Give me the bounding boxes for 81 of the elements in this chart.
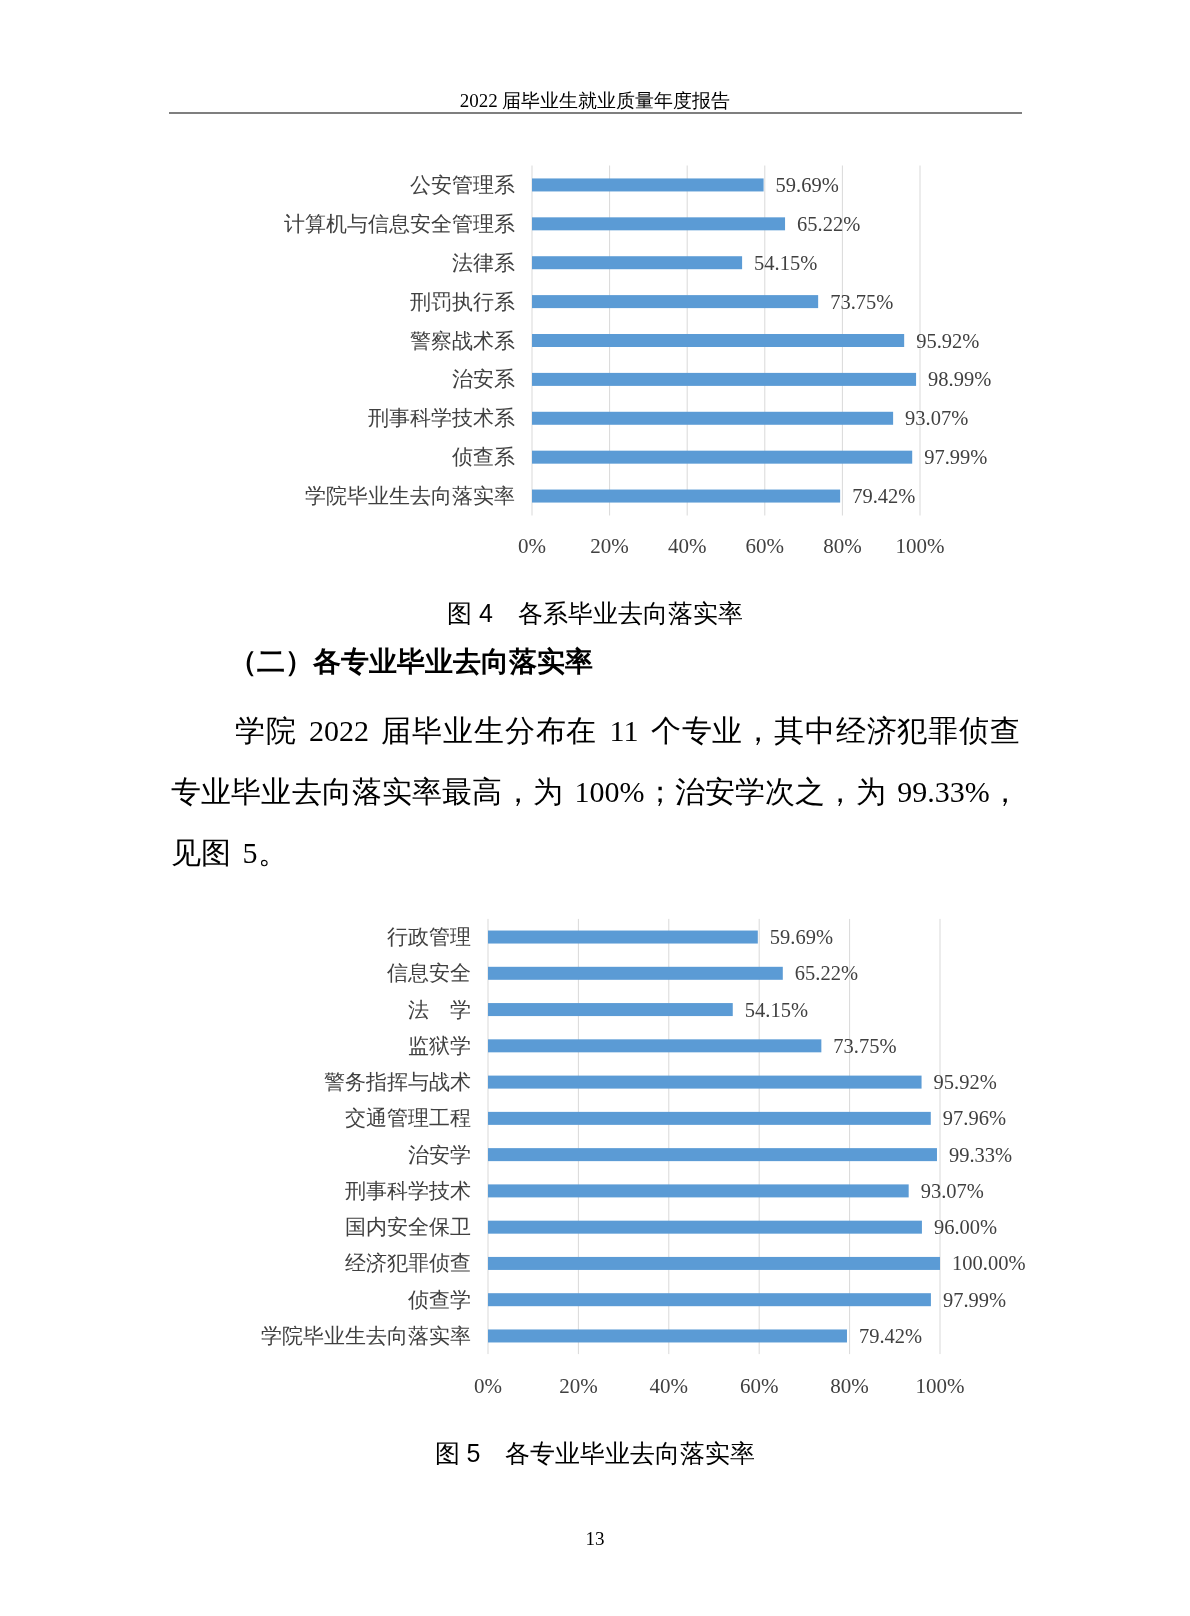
data-label: 54.15% xyxy=(754,251,818,274)
x-tick-label: 80% xyxy=(823,534,862,558)
y-tick-label: 法 学 xyxy=(408,997,471,1022)
bar xyxy=(488,1293,931,1307)
bar xyxy=(488,1148,937,1162)
bar xyxy=(532,217,786,231)
bar xyxy=(488,1075,922,1089)
y-tick-label: 学院毕业生去向落实率 xyxy=(305,484,515,509)
bar xyxy=(532,334,905,347)
bar xyxy=(532,178,764,192)
y-tick-label: 刑罚执行系 xyxy=(410,289,515,314)
y-tick-label: 刑事科学技术 xyxy=(345,1178,471,1203)
bar xyxy=(488,1329,847,1343)
y-tick-label: 国内安全保卫 xyxy=(345,1215,471,1240)
bar xyxy=(532,411,894,425)
bar xyxy=(488,1220,922,1234)
y-tick-label: 刑事科学技术系 xyxy=(368,406,515,431)
y-tick-label: 警务指挥与战术 xyxy=(324,1070,471,1095)
bar xyxy=(488,1256,940,1270)
y-tick-label: 信息安全 xyxy=(387,961,471,986)
bar xyxy=(488,1111,931,1125)
data-label: 73.75% xyxy=(830,290,894,313)
bar xyxy=(532,295,819,309)
y-tick-label: 学院毕业生去向落实率 xyxy=(261,1323,471,1348)
text: 13 xyxy=(585,1527,605,1549)
y-tick-label: 治安系 xyxy=(452,367,515,392)
x-tick-label: 20% xyxy=(559,1374,598,1398)
text: 2022 届毕业生就业质量年度报告 xyxy=(459,89,731,111)
data-label: 79.42% xyxy=(858,1324,923,1347)
data-label: 93.07% xyxy=(905,407,969,430)
bar xyxy=(532,256,743,270)
data-label: 65.22% xyxy=(794,962,858,985)
x-tick-label: 80% xyxy=(830,1374,869,1398)
y-tick-label: 监狱学 xyxy=(408,1033,471,1058)
text: （二）各专业毕业去向落实率 xyxy=(229,645,593,679)
y-tick-label: 侦查系 xyxy=(451,445,515,470)
bar xyxy=(532,372,917,386)
data-label: 93.07% xyxy=(920,1179,984,1202)
data-label: 59.69% xyxy=(775,173,839,196)
data-label: 99.33% xyxy=(948,1143,1013,1166)
data-label: 54.15% xyxy=(744,998,808,1021)
x-tick-label: 0% xyxy=(474,1374,502,1398)
data-label: 97.99% xyxy=(924,446,988,469)
x-tick-label: 40% xyxy=(667,534,707,558)
y-tick-label: 侦查学 xyxy=(407,1287,471,1312)
x-tick-label: 60% xyxy=(739,1374,779,1398)
data-label: 95.92% xyxy=(933,1071,997,1094)
data-label: 96.00% xyxy=(933,1216,998,1239)
x-tick-label: 20% xyxy=(590,534,629,558)
y-tick-label: 行政管理 xyxy=(387,925,471,950)
data-label: 98.99% xyxy=(928,368,992,391)
y-tick-label: 警察战术系 xyxy=(410,328,515,353)
bar xyxy=(488,966,783,980)
x-tick-label: 60% xyxy=(745,534,785,558)
data-label: 97.99% xyxy=(942,1288,1007,1311)
bar xyxy=(488,1003,733,1017)
y-tick-label: 公安管理系 xyxy=(410,172,515,197)
y-tick-label: 治安学 xyxy=(408,1142,471,1167)
x-tick-label: 100% xyxy=(915,1374,965,1398)
y-tick-label: 计算机与信息安全管理系 xyxy=(284,211,515,236)
data-label: 97.96% xyxy=(942,1107,1006,1130)
data-label: 65.22% xyxy=(797,212,861,235)
text: 图 4 各系毕业去向落实率 xyxy=(447,599,743,627)
x-tick-label: 40% xyxy=(649,1374,689,1398)
text: 图 5 各专业毕业去向落实率 xyxy=(434,1439,756,1467)
data-label: 73.75% xyxy=(833,1034,897,1057)
data-label: 100.00% xyxy=(952,1252,1026,1275)
data-label: 59.69% xyxy=(769,926,833,949)
y-tick-label: 交通管理工程 xyxy=(345,1106,471,1131)
y-tick-label: 法律系 xyxy=(452,250,515,275)
y-tick-label: 经济犯罪侦查 xyxy=(345,1251,471,1276)
data-label: 79.42% xyxy=(852,485,916,508)
x-tick-label: 0% xyxy=(518,534,546,558)
bar xyxy=(532,489,841,503)
x-tick-label: 100% xyxy=(895,534,945,558)
data-label: 95.92% xyxy=(916,329,980,352)
text: 学院 2022 届毕业生分布在 11 个专业，其中经济犯罪侦查专业毕业去向落实率最高，为 100%；治安学次之，为 99.33%，见图 5。 xyxy=(171,713,1020,871)
bar xyxy=(488,1039,822,1053)
bar xyxy=(532,450,913,464)
bar xyxy=(488,930,758,944)
bar xyxy=(488,1184,909,1198)
